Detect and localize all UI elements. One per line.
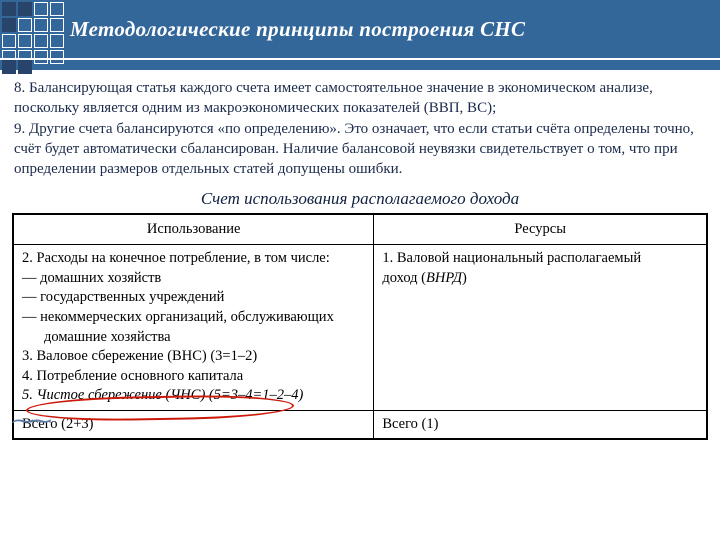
use-item-2: 2. Расходы на конечное потребление, в то… xyxy=(22,249,365,269)
use-sub-c: некоммерческих организаций, обслуживающи… xyxy=(44,308,365,347)
use-sub-b: государственных учреждений xyxy=(44,288,365,308)
use-item-5: 5. Чистое сбережение (ЧНС) (5=3–4=1–2–4) xyxy=(22,386,365,406)
use-item-4: 4. Потребление основного капитала xyxy=(22,367,365,387)
use-sub-a: домашних хозяйств xyxy=(44,269,365,289)
resource-item-1a: 1. Валовой национальный располагаемый xyxy=(382,249,698,269)
flourish-icon: ⁓⁓ xyxy=(10,408,46,434)
use-item-3: 3. Валовое сбережение (ВНС) (3=1–2) xyxy=(22,347,365,367)
resource-cell: 1. Валовой национальный располагаемый до… xyxy=(374,245,707,411)
paragraph-9: 9. Другие счета балансируются «по опреде… xyxy=(14,119,706,180)
header-use: Использование xyxy=(13,214,374,245)
decor-grid-top xyxy=(0,0,64,64)
header-resources: Ресурсы xyxy=(374,214,707,245)
account-table: Использование Ресурсы 2. Расходы на коне… xyxy=(12,213,708,440)
sub-band xyxy=(0,60,720,70)
table-title: Счет использования располагаемого дохода xyxy=(0,189,720,209)
use-cell: 2. Расходы на конечное потребление, в то… xyxy=(13,245,374,411)
total-left: Всего (2+3) xyxy=(13,410,374,439)
total-right: Всего (1) xyxy=(374,410,707,439)
body-text: 8. Балансирующая статья каждого счета им… xyxy=(0,70,720,183)
header-band: Методологические принципы построения СНС xyxy=(0,0,720,58)
slide-title: Методологические принципы построения СНС xyxy=(70,17,525,42)
resource-item-1b: доход (ВНРД) xyxy=(382,269,698,289)
paragraph-8: 8. Балансирующая статья каждого счета им… xyxy=(14,78,706,119)
